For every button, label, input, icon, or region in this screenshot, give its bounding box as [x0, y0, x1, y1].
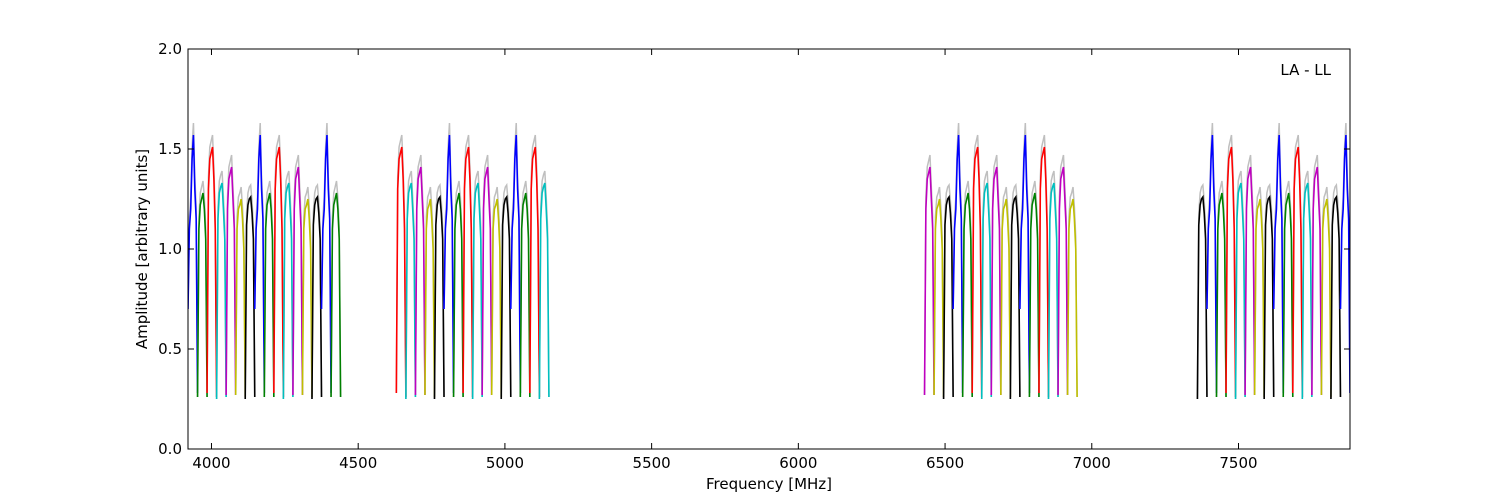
x-tick-label: 4500	[339, 454, 377, 472]
channel-trace	[462, 146, 474, 398]
channel-trace	[1215, 192, 1227, 398]
channel-trace	[1282, 192, 1294, 398]
channel-trace	[234, 198, 247, 398]
x-axis-label: Frequency [MHz]	[706, 475, 832, 493]
channel-trace	[1000, 198, 1012, 398]
channel-trace	[188, 134, 199, 394]
channel-trace	[206, 146, 218, 398]
channel-trace	[263, 192, 275, 398]
x-tick-label: 6000	[779, 454, 817, 472]
y-tick-label: 0.5	[158, 340, 182, 358]
channel-trace	[971, 146, 983, 398]
channel-trace	[1263, 194, 1275, 400]
x-tick-label: 5500	[633, 454, 671, 472]
channel-trace	[452, 192, 464, 398]
y-axis: 0.0 0.5 1.0 1.5 2.0	[158, 40, 1350, 458]
channel-trace	[1339, 134, 1350, 394]
channel-trace	[1291, 146, 1304, 398]
channel-trace	[1009, 194, 1021, 400]
channel-trace	[292, 166, 304, 396]
channel-trace	[990, 166, 1002, 396]
channel-trace	[500, 194, 512, 400]
x-tick-label: 4000	[192, 454, 230, 472]
channel-trace	[443, 134, 455, 394]
channel-trace	[1234, 182, 1246, 400]
channel-trace	[529, 146, 541, 398]
channel-trace	[1225, 146, 1237, 398]
channel-trace	[330, 192, 342, 398]
channel-trace	[923, 166, 935, 396]
channel-trace	[1057, 166, 1069, 396]
channel-trace	[519, 192, 531, 398]
channel-trace	[471, 182, 483, 400]
channel-trace	[1272, 134, 1285, 394]
corner-annotation: LA - LL	[1280, 61, 1331, 79]
channel-trace	[1019, 134, 1031, 394]
y-tick-label: 1.0	[158, 240, 182, 258]
x-tick-label: 7500	[1219, 454, 1257, 472]
channel-trace	[253, 134, 266, 394]
channel-trace	[1244, 166, 1256, 396]
channel-trace	[481, 166, 493, 396]
channel-trace	[320, 134, 332, 394]
channel-trace	[414, 166, 426, 396]
channel-trace	[196, 192, 208, 398]
channel-trace	[244, 194, 256, 400]
x-axis: 4000 4500 5000 5500 6000 6500 7000 7500	[192, 49, 1258, 472]
x-tick-label: 7000	[1073, 454, 1111, 472]
channel-trace	[538, 182, 550, 400]
channel-trace	[1047, 182, 1059, 400]
channel-trace	[1066, 198, 1078, 398]
channel-trace	[1038, 146, 1050, 398]
channel-trace	[942, 194, 954, 400]
channel-trace	[1311, 166, 1323, 396]
channel-trace	[273, 146, 285, 398]
y-tick-label: 1.5	[158, 140, 182, 158]
plot-frame	[187, 48, 1351, 450]
plot-area	[188, 122, 1350, 400]
y-axis-label: Amplitude [arbitrary units]	[133, 149, 151, 349]
channel-trace	[405, 182, 417, 400]
channel-trace	[1028, 192, 1040, 398]
channel-trace	[301, 198, 313, 398]
channel-trace	[311, 194, 323, 400]
channel-trace	[961, 192, 974, 398]
channel-trace	[1196, 194, 1208, 400]
channel-trace	[1253, 198, 1265, 398]
channel-trace	[509, 134, 522, 394]
x-tick-label: 6500	[926, 454, 964, 472]
channel-trace	[952, 134, 964, 394]
channel-trace	[395, 146, 407, 398]
channel-trace	[433, 194, 445, 400]
channel-trace	[225, 166, 237, 396]
x-tick-label: 5000	[486, 454, 524, 472]
channel-trace	[1206, 134, 1218, 394]
y-tick-label: 0.0	[158, 440, 182, 458]
channel-trace	[490, 198, 503, 398]
channel-trace	[1330, 194, 1342, 400]
channel-trace	[980, 182, 993, 400]
channel-trace	[1320, 198, 1332, 398]
channel-trace	[933, 198, 945, 398]
channel-trace	[1301, 182, 1313, 400]
channel-trace	[424, 198, 436, 398]
channel-trace	[282, 182, 294, 400]
channel-trace	[215, 182, 227, 400]
y-tick-label: 2.0	[158, 40, 182, 58]
